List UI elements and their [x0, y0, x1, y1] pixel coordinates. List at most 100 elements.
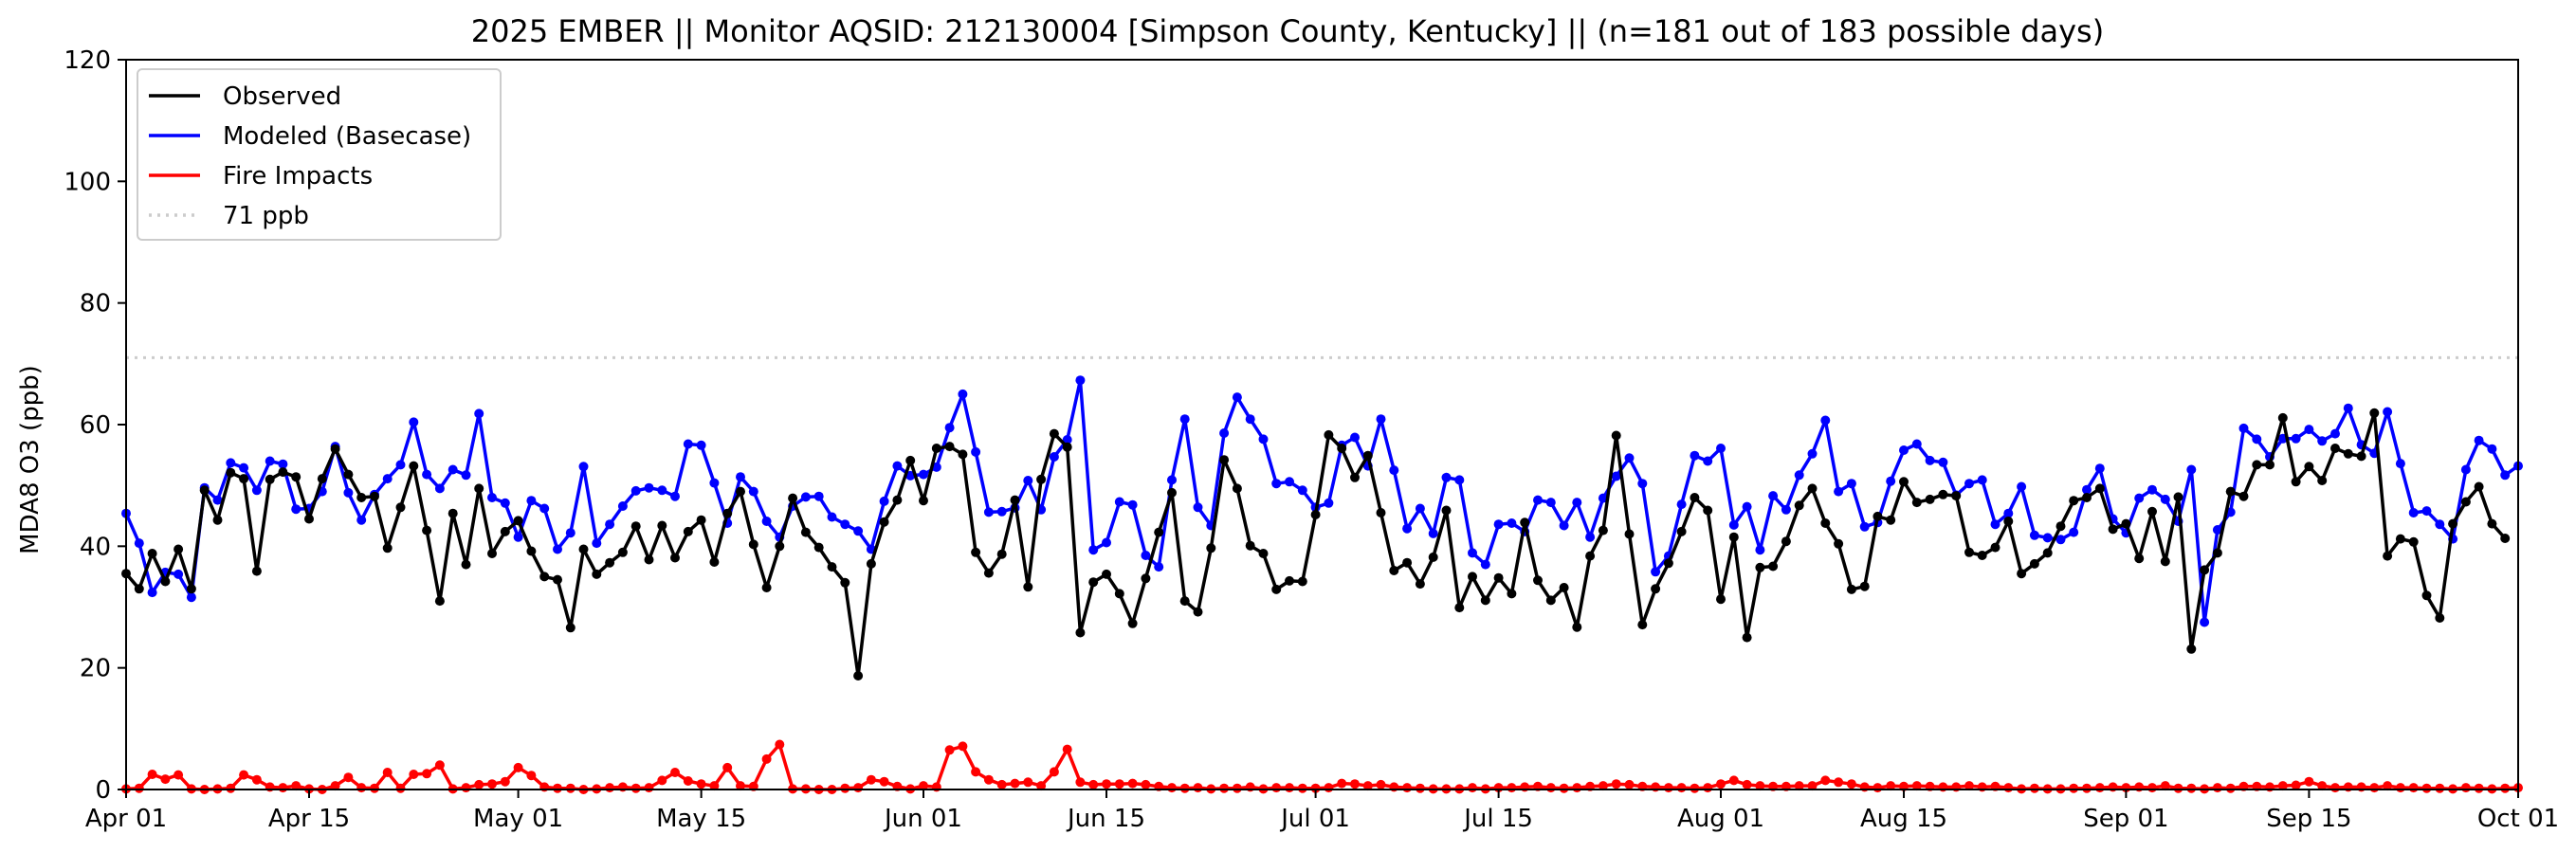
data-point-observed: [1036, 474, 1047, 484]
data-point-observed: [1977, 551, 1987, 560]
data-point-observed: [1676, 526, 1687, 536]
data-point-fire-impacts: [1676, 783, 1687, 793]
data-point-modeled-basecase: [1846, 479, 1856, 489]
data-point-modeled-basecase: [1545, 498, 1556, 508]
data-point-fire-impacts: [1036, 781, 1047, 791]
data-point-modeled-basecase: [2421, 506, 2432, 517]
data-point-observed: [1350, 472, 1360, 482]
data-point-observed: [892, 495, 903, 505]
data-point-observed: [1794, 500, 1804, 511]
data-point-observed: [644, 554, 654, 565]
data-point-fire-impacts: [983, 774, 994, 785]
data-point-observed: [1376, 508, 1386, 517]
data-point-observed: [630, 521, 641, 532]
data-point-observed: [2017, 569, 2027, 579]
data-point-modeled-basecase: [617, 501, 628, 511]
data-point-fire-impacts: [500, 776, 510, 787]
data-point-fire-impacts: [1964, 781, 1974, 791]
data-point-modeled-basecase: [853, 526, 864, 536]
data-point-observed: [1389, 566, 1399, 575]
y-axis-label: MDA8 O3 (ppb): [16, 365, 45, 554]
data-point-observed: [2225, 486, 2236, 497]
data-point-modeled-basecase: [2460, 464, 2471, 475]
data-point-observed: [1428, 552, 1438, 562]
data-point-modeled-basecase: [1820, 415, 1831, 426]
data-point-observed: [2435, 613, 2445, 623]
data-point-fire-impacts: [1010, 778, 1020, 789]
data-point-modeled-basecase: [2029, 530, 2039, 540]
data-point-modeled-basecase: [1415, 503, 1425, 514]
data-point-observed: [448, 508, 458, 518]
data-point-fire-impacts: [1598, 781, 1608, 791]
data-point-fire-impacts: [2421, 783, 2432, 793]
data-point-fire-impacts: [2383, 781, 2393, 791]
data-point-fire-impacts: [1088, 779, 1099, 789]
series-line-fire-impacts: [125, 742, 2519, 791]
data-point-fire-impacts: [2408, 783, 2419, 793]
data-point-modeled-basecase: [1493, 519, 1504, 530]
data-point-modeled-basecase: [513, 532, 523, 542]
data-point-fire-impacts: [879, 776, 889, 787]
data-point-observed: [1873, 511, 1883, 521]
data-point-modeled-basecase: [1102, 537, 1111, 548]
data-point-fire-impacts: [2147, 783, 2157, 793]
data-point-observed: [983, 568, 994, 578]
y-tick-label: 40: [80, 533, 111, 561]
y-axis: 0 20 40 60 80 100 120: [64, 46, 126, 805]
data-point-modeled-basecase: [1768, 491, 1779, 501]
data-point-observed: [1990, 542, 2001, 553]
data-point-observed: [265, 474, 275, 484]
data-point-observed: [409, 461, 419, 471]
x-tick-label: May 15: [656, 805, 746, 833]
data-point-observed: [775, 541, 785, 552]
data-point-fire-impacts: [1310, 783, 1321, 793]
data-point-modeled-basecase: [1062, 435, 1072, 445]
data-point-observed: [1834, 538, 1844, 549]
data-point-fire-impacts: [1193, 783, 1203, 793]
data-point-modeled-basecase: [434, 483, 445, 494]
data-point-modeled-basecase: [1990, 519, 2001, 530]
data-point-fire-impacts: [2186, 783, 2197, 793]
data-point-fire-impacts: [1820, 775, 1831, 786]
data-point-observed: [1520, 517, 1530, 528]
data-point-modeled-basecase: [1389, 465, 1399, 476]
data-point-fire-impacts: [382, 768, 393, 777]
data-point-modeled-basecase: [592, 538, 602, 549]
data-point-modeled-basecase: [422, 469, 432, 480]
data-point-observed: [2383, 551, 2393, 561]
data-point-modeled-basecase: [736, 472, 745, 482]
data-point-modeled-basecase: [147, 588, 157, 598]
data-point-modeled-basecase: [2487, 444, 2497, 454]
data-point-fire-impacts: [2003, 783, 2014, 793]
data-point-modeled-basecase: [696, 440, 706, 450]
legend: Observed Modeled (Basecase) Fire Impacts 71…: [137, 68, 502, 241]
data-point-modeled-basecase: [2055, 535, 2066, 545]
data-point-observed: [958, 449, 968, 460]
data-point-fire-impacts: [1873, 783, 1883, 793]
data-point-modeled-basecase: [2383, 407, 2393, 417]
data-point-fire-impacts: [1023, 777, 1033, 788]
data-point-modeled-basecase: [1676, 499, 1687, 510]
data-point-modeled-basecase: [1859, 521, 1870, 532]
data-point-fire-impacts: [644, 783, 654, 793]
data-point-modeled-basecase: [1651, 567, 1661, 577]
data-point-modeled-basecase: [186, 592, 196, 603]
data-point-observed: [840, 577, 850, 588]
data-point-observed: [1938, 489, 1948, 499]
data-point-fire-impacts: [553, 783, 562, 793]
data-point-fire-impacts: [1911, 781, 1922, 791]
data-point-fire-impacts: [1468, 783, 1477, 793]
data-point-modeled-basecase: [761, 517, 772, 526]
data-point-observed: [1742, 632, 1752, 643]
legend-label: Fire Impacts: [223, 162, 373, 191]
data-point-modeled-basecase: [1755, 545, 1765, 555]
data-point-modeled-basecase: [2003, 508, 2014, 518]
data-point-observed: [1062, 442, 1072, 452]
y-tick-label: 60: [80, 411, 111, 440]
data-point-observed: [605, 557, 615, 568]
data-point-modeled-basecase: [174, 569, 184, 579]
data-point-fire-impacts: [526, 771, 537, 781]
data-point-observed: [226, 467, 236, 478]
data-point-observed: [1480, 595, 1490, 606]
y-tick-label: 120: [64, 46, 111, 75]
